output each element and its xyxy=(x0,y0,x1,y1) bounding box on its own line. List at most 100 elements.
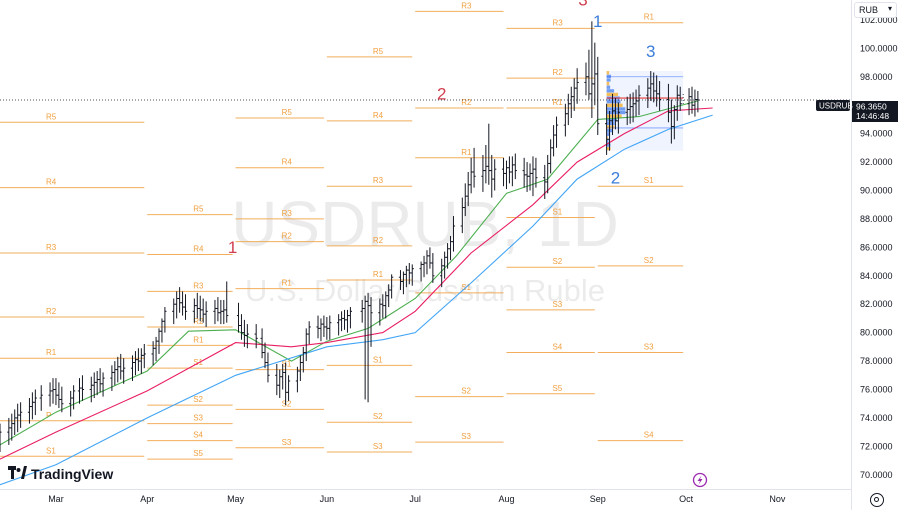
ohlc-bar xyxy=(27,398,32,424)
ohlc-bar xyxy=(407,262,411,285)
ohlc-bar xyxy=(183,294,188,320)
ohlc-bar xyxy=(390,274,394,299)
price-axis[interactable]: 70.0000 72.0000 74.0000 76.0000 78.0000 80.00… xyxy=(860,15,898,480)
ohlc-bar xyxy=(180,291,185,316)
ohlc-bar xyxy=(13,409,17,435)
symbol-price-tag-bg xyxy=(816,100,850,111)
ohlc-bar xyxy=(448,235,453,261)
volume-profile-row xyxy=(606,139,609,144)
price-tick-label: 94.0000 xyxy=(860,129,893,139)
pivot-label: S5 xyxy=(552,384,562,393)
settings-gear-icon[interactable] xyxy=(870,493,884,507)
ohlc-bar xyxy=(675,85,679,121)
volume-profile-row xyxy=(606,147,611,151)
pivot-label: R4 xyxy=(193,244,204,253)
currency-select[interactable]: RUB ▾ xyxy=(854,2,897,18)
ohlc-bar xyxy=(369,297,373,347)
volume-profile-row xyxy=(606,114,622,118)
ohlc-bar xyxy=(51,378,55,404)
last-price-badge: 96.3650 14:46:48 USDRUB xyxy=(816,100,898,122)
ohlc-bar xyxy=(195,292,199,319)
ohlc-bar xyxy=(440,258,444,288)
ohlc-bar xyxy=(666,83,671,123)
pivot-label: S3 xyxy=(373,442,383,451)
ohlc-bar xyxy=(54,378,58,406)
volume-profile-row xyxy=(606,136,608,140)
pivot-label: S3 xyxy=(282,438,292,447)
ohlc-bar xyxy=(490,154,494,198)
ohlc-bar xyxy=(481,154,485,192)
price-tick-label: 74.0000 xyxy=(860,413,893,423)
ohlc-bar xyxy=(157,328,161,354)
pivot-label: R3 xyxy=(461,1,472,10)
time-axis[interactable]: Mar Apr May Jun Jul Aug Sep Oct Nov xyxy=(48,494,786,504)
ohlc-bar xyxy=(98,368,102,393)
ohlc-bar xyxy=(384,291,388,319)
pivot-label: S2 xyxy=(552,257,562,266)
ohlc-bar xyxy=(657,81,662,111)
ohlc-bar xyxy=(136,348,140,372)
ohlc-bar xyxy=(236,302,241,333)
ohlc-bar xyxy=(652,72,656,103)
ohlc-bar xyxy=(613,98,618,130)
pivot-label: S2 xyxy=(193,395,203,404)
ohlc-bar xyxy=(0,423,2,453)
ohlc-bar xyxy=(298,355,302,381)
ohlc-bar xyxy=(546,154,550,194)
ohlc-bar xyxy=(549,139,553,174)
ohlc-bar xyxy=(687,88,691,116)
pivot-label: S3 xyxy=(461,432,471,441)
time-tick-label: May xyxy=(227,494,245,504)
ohlc-bar xyxy=(360,299,364,323)
ohlc-bar xyxy=(322,315,326,337)
symbol-price-tag: USDRUB xyxy=(819,102,853,111)
ohlc-bar xyxy=(204,301,208,327)
lightning-icon[interactable] xyxy=(692,472,708,488)
pivot-label: R1 xyxy=(46,348,57,357)
ohlc-bar xyxy=(301,346,305,373)
ohlc-bar xyxy=(563,103,567,137)
ohlc-bar xyxy=(113,361,117,386)
ohlc-bar xyxy=(445,243,450,269)
ohlc-bar xyxy=(225,281,229,323)
price-tick-label: 100.0000 xyxy=(860,43,898,53)
tradingview-logo-icon xyxy=(8,466,27,479)
ohlc-bar xyxy=(213,299,217,325)
ohlc-bar xyxy=(587,49,591,100)
tradingview-logo[interactable]: TradingView xyxy=(8,466,113,482)
price-tick-label: 78.0000 xyxy=(860,356,893,366)
ohlc-bar xyxy=(116,356,120,383)
volume-profile-row xyxy=(606,125,615,129)
ohlc-bar xyxy=(295,366,300,393)
volume-profile-row xyxy=(606,143,611,147)
ohlc-bars xyxy=(0,21,700,453)
volume-profile-row xyxy=(606,103,623,107)
pivot-set: R3 R2 R1 S1 S2 S3 S4 S5 xyxy=(506,18,595,395)
ohlc-bar xyxy=(245,324,249,349)
crosshair xyxy=(0,94,851,107)
pivot-label: R3 xyxy=(193,281,204,290)
ohlc-bar xyxy=(501,157,506,187)
pivot-label: S2 xyxy=(644,256,654,265)
ohlc-bar xyxy=(69,390,73,417)
ohlc-bar xyxy=(130,355,135,381)
ohlc-bar xyxy=(616,102,620,134)
ohlc-bar xyxy=(531,156,535,197)
volume-profile-row xyxy=(606,132,611,136)
ohlc-bar xyxy=(572,78,576,111)
ohlc-bar xyxy=(493,159,497,191)
pivot-points: R5R4R3R2R1PS1R5R4R3R2R1S1S2S3S4S5R5R4R3R… xyxy=(0,1,684,460)
ohlc-bar xyxy=(469,157,473,194)
ohlc-bar xyxy=(284,362,288,406)
volume-profile-row xyxy=(606,107,626,111)
ohlc-bar xyxy=(655,75,659,107)
ohlc-bar xyxy=(428,247,432,269)
ohlc-bar xyxy=(307,321,311,345)
time-tick-label: Mar xyxy=(48,494,64,504)
moving-average-line xyxy=(0,107,713,460)
ohlc-bar xyxy=(381,294,385,319)
ohlc-bar xyxy=(443,251,447,279)
